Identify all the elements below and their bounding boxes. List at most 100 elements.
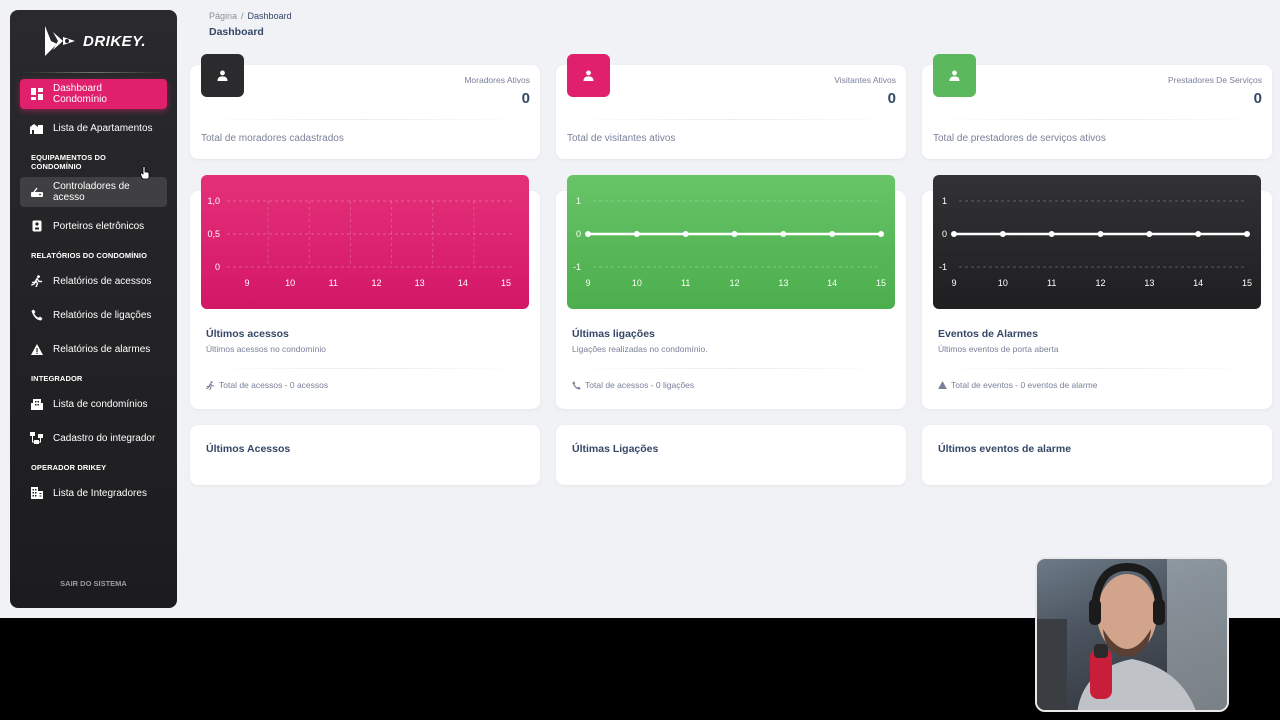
chart-xtick-label: 9: [244, 278, 249, 288]
person-icon: [217, 70, 228, 81]
chart-point[interactable]: [951, 231, 957, 237]
sidebar-item-label: Lista de Apartamentos: [53, 122, 153, 134]
sidebar-item-apartamentos[interactable]: Lista de Apartamentos: [20, 113, 167, 143]
sidebar-item-label: Lista de condomínios: [53, 398, 148, 410]
stat-card-visitantes: Visitantes Ativos 0 Total de visitantes …: [556, 54, 906, 159]
list-title: Últimos eventos de alarme: [938, 443, 1072, 455]
sidebar-item-label: Dashboard Condomínio: [53, 83, 107, 105]
chart-divider: [938, 368, 1256, 369]
breadcrumb-separator: /: [241, 11, 244, 21]
sidebar-item-label: Relatórios de alarmes: [53, 343, 151, 355]
stat-label: Moradores Ativos: [464, 75, 530, 85]
stat-value: 0: [1253, 90, 1262, 107]
stat-value: 0: [887, 90, 896, 107]
page: DRIKEY. Dashboard Condomínio Lista de Ap…: [0, 0, 1280, 618]
sidebar-item-dashboard[interactable]: Dashboard Condomínio: [20, 79, 167, 109]
chart-acessos: 1,0 0,5 0 9 10 11 12 13 14 15: [207, 196, 515, 288]
sidebar-item-relatorios-acessos[interactable]: Relatórios de acessos: [20, 266, 167, 296]
list-title: Últimos Acessos: [206, 443, 291, 455]
router-icon: [30, 186, 43, 199]
chart-xtick-label: 12: [1095, 278, 1105, 288]
breadcrumb-root[interactable]: Página: [209, 11, 238, 21]
running-person-icon: [30, 275, 43, 288]
chart-ytick-label: -1: [939, 262, 947, 272]
chart-plot: 1 0 -1 9 10 11 12 13 14 15: [567, 175, 895, 309]
sidebar-divider: [22, 72, 165, 73]
sidebar-item-lista-condominios[interactable]: Lista de condomínios: [20, 389, 167, 419]
webcam-presenter-image: [1037, 559, 1227, 710]
chart-point[interactable]: [878, 231, 884, 237]
running-person-icon: [206, 380, 215, 390]
chart-xtick-label: 11: [681, 278, 690, 288]
sidebar-item-label: Controladores de acesso: [53, 181, 130, 203]
sidebar-item-relatorios-ligacoes[interactable]: Relatórios de ligações: [20, 300, 167, 330]
chart-ytick-label: 0: [215, 262, 220, 272]
stat-footer: Total de moradores cadastrados: [201, 133, 344, 144]
chart-xtick-label: 15: [876, 278, 886, 288]
chart-plot: 1 0 -1 9 10 11 12 13 14 15: [933, 175, 1261, 309]
chart-footer-text: Total de acessos - 0 ligações: [585, 380, 695, 390]
chart-divider: [572, 368, 890, 369]
chart-ytick-label: 1: [942, 196, 947, 206]
chart-point[interactable]: [1146, 231, 1153, 237]
buildings-icon: [30, 122, 43, 135]
chart-xtick-label: 11: [329, 278, 338, 288]
brand-name: DRIKEY.: [83, 32, 146, 50]
chart-ytick-label: 0: [942, 229, 947, 239]
chart-card-acessos: 1,0 0,5 0 9 10 11 12 13 14 15 Últimos acessos Últ…: [190, 175, 540, 409]
chart-xtick-label: 10: [285, 278, 295, 288]
sidebar-item-label: Lista de Integradores: [53, 487, 147, 499]
chart-title: Últimas ligações: [572, 328, 655, 340]
chart-point[interactable]: [585, 231, 591, 237]
chart-footer: Total de acessos - 0 acessos: [206, 380, 328, 390]
chart-point[interactable]: [731, 231, 738, 237]
chart-plot: 1,0 0,5 0 9 10 11 12 13 14 15: [201, 175, 529, 309]
sidebar-item-label: Porteiros eletrônicos: [53, 220, 145, 232]
building-list-icon: [30, 487, 43, 500]
stat-footer: Total de prestadores de serviços ativos: [933, 133, 1106, 144]
chart-xtick-label: 14: [827, 278, 837, 288]
chart-xtick-label: 12: [729, 278, 739, 288]
chart-footer-text: Total de acessos - 0 acessos: [219, 380, 329, 390]
sidebar-item-cadastro-integrador[interactable]: Cadastro do integrador: [20, 423, 167, 453]
stat-icon-box: [933, 54, 976, 97]
chart-point[interactable]: [633, 231, 640, 237]
chart-divider: [206, 368, 524, 369]
section-title-operador: OPERADOR DRIKEY: [31, 463, 107, 472]
section-title-integrador: INTEGRADOR: [31, 374, 83, 383]
chart-xtick-label: 13: [778, 278, 788, 288]
stat-label: Visitantes Ativos: [834, 75, 896, 85]
sidebar-item-controladores[interactable]: Controladores de acesso: [20, 177, 167, 207]
chart-xtick-label: 15: [1242, 278, 1252, 288]
chart-point[interactable]: [1097, 231, 1104, 237]
brand[interactable]: DRIKEY.: [10, 16, 177, 66]
chart-point[interactable]: [682, 231, 689, 237]
sidebar-item-label: Relatórios de acessos: [53, 275, 152, 287]
list-card-acessos: Últimos Acessos: [190, 425, 540, 485]
person-icon: [583, 70, 594, 81]
sidebar-item-label: Relatórios de ligações: [53, 309, 152, 321]
chart-point[interactable]: [999, 231, 1006, 237]
logout-link[interactable]: SAIR DO SISTEMA: [60, 579, 127, 588]
page-title: Dashboard: [209, 26, 264, 38]
chart-xtick-label: 10: [632, 278, 642, 288]
chart-xtick-label: 9: [585, 278, 590, 288]
phone-icon: [572, 380, 581, 390]
stat-icon-box: [201, 54, 244, 97]
chart-xtick-label: 13: [1144, 278, 1154, 288]
chart-point[interactable]: [1244, 231, 1250, 237]
building-icon: [30, 398, 43, 411]
stat-card-prestadores: Prestadores De Serviços 0 Total de prest…: [922, 54, 1272, 159]
sidebar-item-porteiros[interactable]: Porteiros eletrônicos: [20, 211, 167, 241]
sidebar-item-lista-integradores[interactable]: Lista de Integradores: [20, 478, 167, 508]
dashboard-icon: [30, 88, 43, 101]
chart-point[interactable]: [829, 231, 836, 237]
sidebar-item-relatorios-alarmes[interactable]: Relatórios de alarmes: [20, 334, 167, 364]
chart-point[interactable]: [1048, 231, 1055, 237]
chart-xtick-label: 12: [371, 278, 381, 288]
chart-point[interactable]: [780, 231, 787, 237]
chart-point[interactable]: [1195, 231, 1202, 237]
chart-subtitle: Ligações realizadas no condomínio.: [572, 344, 708, 354]
chart-alarmes: 10-19 10 11 12 13 14 15: [939, 196, 1252, 288]
chart-xtick-label: 9: [951, 278, 956, 288]
